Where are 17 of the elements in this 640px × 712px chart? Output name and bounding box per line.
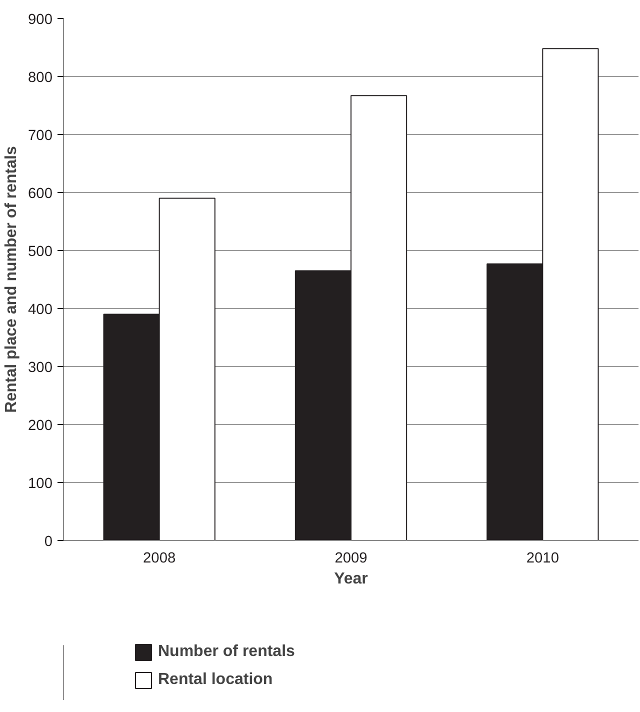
x-tick-label: 2008 (143, 550, 176, 566)
y-axis-title: Rental place and number of rentals (3, 146, 20, 413)
y-tick-label: 100 (28, 476, 53, 492)
x-tick-label: 2010 (526, 550, 559, 566)
x-tick-label: 2009 (334, 550, 368, 566)
y-tick-label: 900 (28, 12, 53, 28)
y-tick-label: 300 (28, 360, 53, 376)
x-axis-title: Year (334, 570, 368, 588)
legend-label: Rental location (158, 671, 273, 689)
y-tick-label: 800 (28, 70, 53, 86)
y-tick-label: 200 (28, 418, 53, 434)
y-tick-label: 400 (28, 302, 53, 318)
legend-label: Number of rentals (158, 643, 295, 661)
y-tick-label: 700 (28, 128, 53, 144)
y-tick-label: 0 (44, 534, 53, 550)
y-tick-label: 600 (28, 186, 53, 202)
y-tick-label: 500 (28, 244, 53, 260)
